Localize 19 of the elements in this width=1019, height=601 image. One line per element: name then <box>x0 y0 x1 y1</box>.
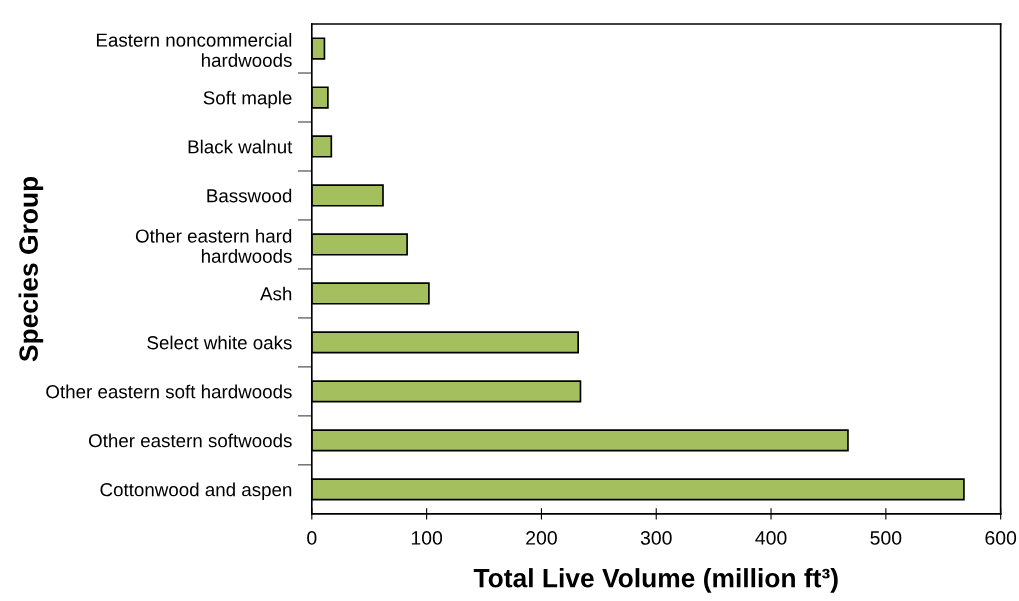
y-tick-label: Other eastern hard hardwoods <box>135 228 292 263</box>
x-tick-label: 600 <box>985 531 1017 545</box>
x-tick-label: 200 <box>526 531 557 545</box>
x-tick-label: 100 <box>411 531 443 545</box>
y-tick-label: Other eastern soft hardwoods <box>46 384 292 399</box>
y-tick-label: Cottonwood and aspen <box>100 482 292 501</box>
y-tick-label: Black walnut <box>188 139 293 154</box>
y-tick-label: Select white oaks <box>147 335 292 350</box>
y-tick-label: Eastern noncommercial hardwoods <box>96 33 292 67</box>
x-axis-title: Total Live Volume (million ft³) <box>473 568 838 593</box>
y-axis-title: Species Group <box>18 176 44 362</box>
x-tick-label: 300 <box>640 531 672 545</box>
y-tick-label: Ash <box>260 286 292 301</box>
y-tick-label: Other eastern softwoods <box>89 433 292 448</box>
x-tick-label: 500 <box>870 531 902 545</box>
x-tick-label: 400 <box>755 531 787 545</box>
y-tick-label: Basswood <box>207 188 292 203</box>
y-tick-label: Soft maple <box>203 90 292 109</box>
x-tick-label: 0 <box>307 531 317 545</box>
